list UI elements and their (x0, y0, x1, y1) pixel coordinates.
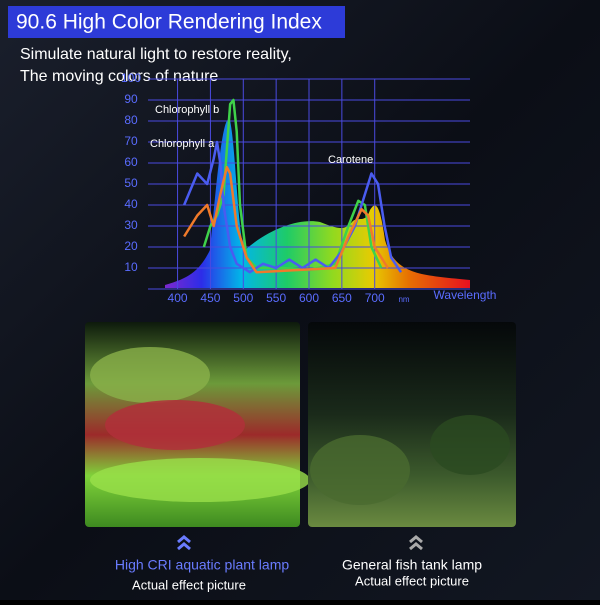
carpet (90, 458, 310, 502)
y-tick-label: 80 (124, 113, 138, 127)
series-label: Chlorophyll a (150, 138, 215, 150)
y-tick-label: 100 (121, 71, 141, 85)
chevron-icon (177, 535, 191, 551)
x-tick-label: 700 (365, 291, 385, 305)
spectrum (165, 119, 470, 288)
y-tick-label: 10 (124, 260, 138, 274)
subtitle: The moving colors of nature (20, 68, 218, 85)
plant (105, 400, 245, 450)
series-label: Chlorophyll b (155, 104, 219, 116)
y-tick-label: 90 (124, 92, 138, 106)
series-label: Carotene (328, 154, 373, 166)
title: 90.6 High Color Rendering Index (16, 11, 322, 34)
x-tick-label: 550 (266, 291, 286, 305)
y-tick-label: 20 (124, 239, 138, 253)
x-tick-label: 450 (200, 291, 220, 305)
y-tick-label: 60 (124, 155, 138, 169)
x-tick-label: 650 (332, 291, 352, 305)
x-tick-label: 500 (233, 291, 253, 305)
subtitle: Simulate natural light to restore realit… (20, 46, 292, 63)
chart: 10 20 30 40 50 60 70 80 90 100 400 450 500 550 600 650 7… (121, 71, 496, 305)
series-line (182, 140, 403, 274)
series-line (183, 165, 389, 274)
plant (430, 415, 510, 475)
title-box (8, 6, 345, 38)
y-tick-label: 30 (124, 218, 138, 232)
plant (310, 435, 410, 505)
y-tick-label: 40 (124, 197, 138, 211)
panel-caption: Actual effect picture (355, 573, 469, 588)
y-tick-label: 70 (124, 134, 138, 148)
x-tick-label: 600 (299, 291, 319, 305)
plant (90, 347, 210, 403)
panel-title: General fish tank lamp (342, 557, 482, 573)
panel-title: High CRI aquatic plant lamp (115, 557, 290, 573)
y-tick-label: 50 (124, 176, 138, 190)
chevron-icon (409, 535, 423, 551)
x-tick-label: 400 (168, 291, 188, 305)
panel-caption: Actual effect picture (132, 577, 246, 592)
x-axis-label: Wavelength (434, 288, 497, 302)
x-unit: nm (398, 295, 409, 304)
